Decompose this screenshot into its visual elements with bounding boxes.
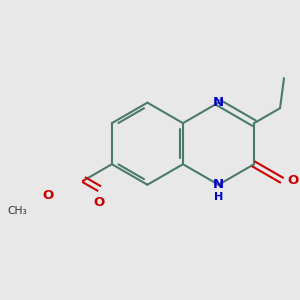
Text: H: H	[214, 192, 223, 203]
Text: O: O	[43, 189, 54, 202]
Text: O: O	[288, 173, 299, 187]
Text: O: O	[93, 196, 104, 209]
Text: N: N	[213, 178, 224, 191]
Text: N: N	[213, 96, 224, 109]
Text: CH₃: CH₃	[8, 206, 27, 216]
